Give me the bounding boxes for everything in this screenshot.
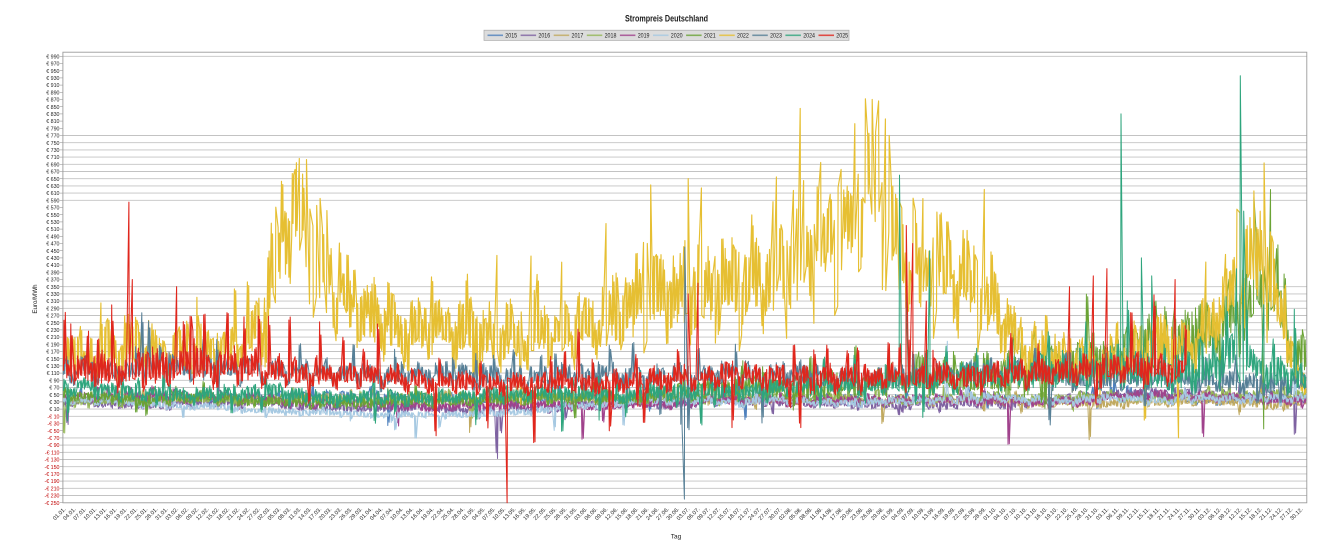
svg-text:-€ 170: -€ 170 — [44, 472, 59, 478]
svg-text:-€ 10: -€ 10 — [47, 414, 59, 420]
svg-text:€ 170: € 170 — [46, 350, 59, 356]
svg-text:2017: 2017 — [572, 33, 584, 40]
svg-text:2021: 2021 — [704, 33, 716, 40]
svg-text:€ 230: € 230 — [46, 328, 59, 334]
svg-text:-€ 150: -€ 150 — [44, 465, 59, 471]
svg-text:2016: 2016 — [538, 33, 550, 40]
svg-text:€ 490: € 490 — [46, 234, 59, 240]
svg-text:-€ 90: -€ 90 — [47, 443, 59, 449]
svg-text:€ 730: € 730 — [46, 148, 59, 154]
svg-text:€ 690: € 690 — [46, 162, 59, 168]
svg-text:2015: 2015 — [505, 33, 517, 40]
svg-text:€ 210: € 210 — [46, 335, 59, 341]
svg-text:2024: 2024 — [803, 33, 815, 40]
svg-text:€ 290: € 290 — [46, 306, 59, 312]
svg-text:€ 950: € 950 — [46, 69, 59, 75]
svg-text:-€ 30: -€ 30 — [47, 422, 59, 428]
svg-text:€ 70: € 70 — [49, 386, 59, 392]
svg-text:€ 590: € 590 — [46, 198, 59, 204]
svg-text:€ 90: € 90 — [49, 378, 59, 384]
svg-text:€ 570: € 570 — [46, 206, 59, 212]
svg-text:2025: 2025 — [836, 33, 848, 40]
svg-text:€ 270: € 270 — [46, 314, 59, 320]
svg-text:€ 510: € 510 — [46, 227, 59, 233]
svg-text:€ 130: € 130 — [46, 364, 59, 370]
svg-text:€ 790: € 790 — [46, 126, 59, 132]
svg-text:Tag: Tag — [671, 534, 682, 541]
svg-text:€ 910: € 910 — [46, 83, 59, 89]
svg-text:€ 650: € 650 — [46, 177, 59, 183]
svg-text:2023: 2023 — [770, 33, 782, 40]
svg-text:-€ 190: -€ 190 — [44, 479, 59, 485]
svg-text:€ 550: € 550 — [46, 213, 59, 219]
svg-text:Strompreis Deutschland: Strompreis Deutschland — [625, 14, 708, 25]
svg-text:€ 450: € 450 — [46, 249, 59, 255]
svg-text:2018: 2018 — [605, 33, 617, 40]
svg-text:2020: 2020 — [671, 33, 683, 40]
svg-text:€ 970: € 970 — [46, 62, 59, 68]
svg-text:2019: 2019 — [638, 33, 650, 40]
svg-text:€ 890: € 890 — [46, 90, 59, 96]
svg-text:€ 610: € 610 — [46, 191, 59, 197]
svg-text:€ 770: € 770 — [46, 134, 59, 140]
svg-text:€ 370: € 370 — [46, 278, 59, 284]
svg-text:€ 630: € 630 — [46, 184, 59, 190]
svg-text:€ 190: € 190 — [46, 342, 59, 348]
svg-text:€ 30: € 30 — [49, 400, 59, 406]
svg-text:€ 10: € 10 — [49, 407, 59, 413]
svg-text:€ 470: € 470 — [46, 242, 59, 248]
svg-text:€ 350: € 350 — [46, 285, 59, 291]
svg-text:€ 50: € 50 — [49, 393, 59, 399]
svg-text:€ 710: € 710 — [46, 155, 59, 161]
svg-text:-€ 70: -€ 70 — [47, 436, 59, 442]
svg-text:€ 430: € 430 — [46, 256, 59, 262]
svg-text:€ 810: € 810 — [46, 119, 59, 125]
svg-text:€ 870: € 870 — [46, 98, 59, 104]
svg-text:-€ 50: -€ 50 — [47, 429, 59, 435]
svg-text:€ 330: € 330 — [46, 292, 59, 298]
svg-text:€ 390: € 390 — [46, 270, 59, 276]
svg-text:€ 410: € 410 — [46, 263, 59, 269]
svg-text:-€ 210: -€ 210 — [44, 486, 59, 492]
svg-text:2022: 2022 — [737, 33, 749, 40]
svg-text:€ 250: € 250 — [46, 321, 59, 327]
svg-text:€ 670: € 670 — [46, 170, 59, 176]
svg-text:-€ 130: -€ 130 — [44, 458, 59, 464]
svg-text:€ 930: € 930 — [46, 76, 59, 82]
svg-text:€ 850: € 850 — [46, 105, 59, 111]
svg-text:-€ 110: -€ 110 — [45, 450, 60, 456]
svg-text:€ 530: € 530 — [46, 220, 59, 226]
svg-text:€ 150: € 150 — [46, 357, 59, 363]
svg-text:€ 110: € 110 — [47, 371, 60, 377]
svg-text:-€ 250: -€ 250 — [44, 501, 59, 507]
svg-text:Euro/MWh: Euro/MWh — [32, 284, 39, 314]
svg-text:€ 310: € 310 — [46, 299, 59, 305]
svg-text:-€ 230: -€ 230 — [44, 494, 59, 500]
svg-text:€ 990: € 990 — [46, 54, 59, 60]
svg-text:€ 830: € 830 — [46, 112, 59, 118]
svg-text:€ 750: € 750 — [46, 141, 59, 147]
